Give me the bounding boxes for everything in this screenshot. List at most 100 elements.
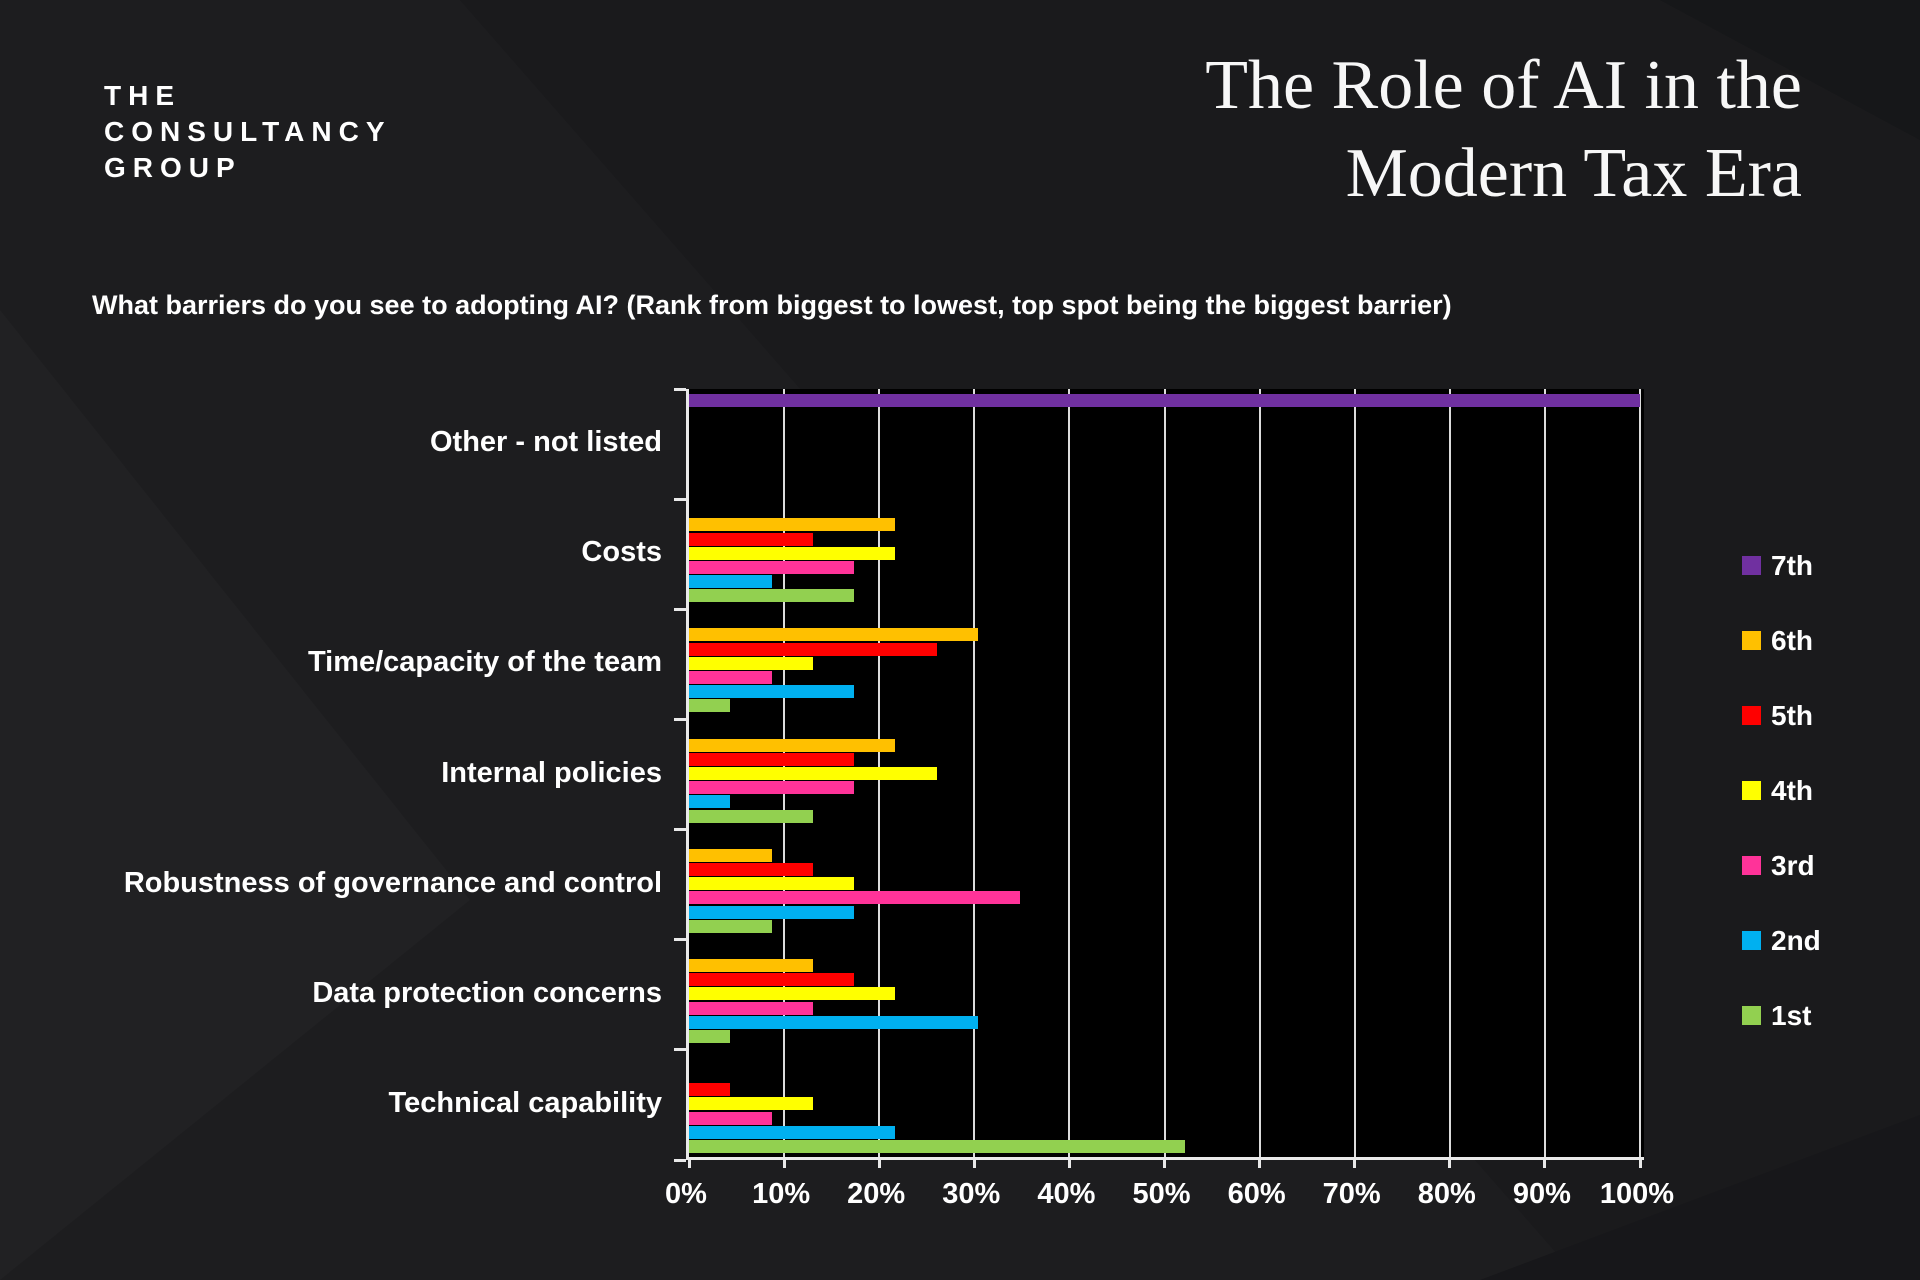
- brand-logo-line-1: THE: [104, 80, 181, 111]
- chart-plot-area: [674, 387, 1644, 1168]
- bar-3rd-category-6: [689, 1001, 813, 1015]
- gridline-90%: [1543, 389, 1546, 1157]
- y-axis-tick: [674, 717, 686, 721]
- x-axis-tick: [1448, 1160, 1452, 1168]
- x-axis-tick: [1638, 1160, 1642, 1168]
- category-label: Time/capacity of the team: [307, 646, 662, 679]
- bar-5th-category-4: [689, 752, 855, 766]
- category-label: Other - not listed: [430, 426, 662, 459]
- x-axis-tick: [1353, 1160, 1357, 1168]
- legend-label-6th: 6th: [1771, 625, 1813, 656]
- bar-6th-category-3: [689, 628, 979, 642]
- y-axis-tick: [674, 1048, 686, 1052]
- bar-2nd-category-4: [689, 795, 730, 809]
- x-axis-tick: [687, 1160, 691, 1168]
- x-axis-tick: [1258, 1160, 1262, 1168]
- slide-title: The Role of AI in the Modern Tax Era: [1205, 42, 1802, 218]
- bar-3rd-category-3: [689, 671, 772, 685]
- y-axis-tick: [674, 1158, 686, 1162]
- bar-2nd-category-3: [689, 685, 855, 699]
- bar-6th-category-5: [689, 848, 772, 862]
- legend-swatch-2nd: [1742, 931, 1761, 950]
- bar-4th-category-3: [689, 656, 813, 670]
- gridline-30%: [973, 389, 976, 1157]
- legend-label-2nd: 2nd: [1771, 925, 1821, 956]
- chart-question: What barriers do you see to adopting AI?…: [92, 290, 1452, 320]
- bar-5th-category-2: [689, 532, 813, 546]
- x-axis-tick: [972, 1160, 976, 1168]
- category-label: Internal policies: [441, 756, 662, 789]
- y-axis-tick: [674, 828, 686, 832]
- gridline-70%: [1353, 389, 1356, 1157]
- bar-2nd-category-6: [689, 1015, 979, 1029]
- bar-7th-category-1: [689, 394, 1640, 407]
- x-axis-label: 0%: [665, 1178, 707, 1210]
- x-axis-tick: [782, 1160, 786, 1168]
- legend-item-2nd: 2nd: [1742, 925, 1821, 956]
- y-axis-tick: [674, 497, 686, 501]
- x-axis-label: 10%: [752, 1178, 811, 1210]
- bar-5th-category-6: [689, 973, 855, 987]
- x-axis-tick: [1163, 1160, 1166, 1168]
- legend-item-6th: 6th: [1742, 625, 1821, 656]
- bar-4th-category-7: [689, 1097, 813, 1111]
- bar-1st-category-7: [689, 1140, 1186, 1154]
- legend-swatch-4th: [1742, 781, 1761, 800]
- legend-label-1st: 1st: [1771, 1000, 1812, 1031]
- x-axis-label: 20%: [847, 1178, 906, 1210]
- bar-4th-category-6: [689, 987, 896, 1001]
- bar-2nd-category-5: [689, 905, 855, 919]
- chart-legend: 7th 6th 5th 4th 3rd 2nd 1st: [1742, 550, 1821, 1031]
- gridline-60%: [1258, 389, 1261, 1157]
- brand-logo-line-2: CONSULTANCY: [104, 116, 392, 147]
- legend-item-4th: 4th: [1742, 775, 1821, 806]
- x-axis-label: 60%: [1227, 1178, 1286, 1210]
- bar-1st-category-3: [689, 699, 730, 713]
- legend-swatch-6th: [1742, 631, 1761, 650]
- legend-label-3rd: 3rd: [1771, 850, 1815, 881]
- bar-5th-category-5: [689, 862, 813, 876]
- x-axis-label: 90%: [1512, 1178, 1571, 1210]
- brand-logo: THE CONSULTANCY GROUP: [104, 78, 392, 186]
- legend-label-7th: 7th: [1771, 550, 1813, 581]
- bar-4th-category-2: [689, 546, 896, 560]
- bar-4th-category-4: [689, 767, 938, 781]
- x-axis-label: 100%: [1599, 1178, 1675, 1210]
- bar-5th-category-7: [689, 1083, 730, 1097]
- y-axis-tick: [674, 607, 686, 611]
- bar-1st-category-6: [689, 1029, 730, 1043]
- slide-title-line-2: Modern Tax Era: [1345, 135, 1802, 212]
- legend-label-5th: 5th: [1771, 700, 1813, 731]
- category-label: Data protection concerns: [312, 976, 662, 1009]
- y-axis-tick: [674, 938, 686, 942]
- bar-2nd-category-2: [689, 575, 772, 589]
- gridline-80%: [1448, 389, 1451, 1157]
- bar-5th-category-3: [689, 642, 938, 656]
- bar-6th-category-2: [689, 518, 896, 532]
- y-axis-tick: [674, 387, 686, 391]
- bar-6th-category-4: [689, 738, 896, 752]
- bar-4th-category-5: [689, 877, 855, 891]
- bar-3rd-category-4: [689, 781, 855, 795]
- gridline-100%: [1639, 389, 1641, 1157]
- x-axis-label: 80%: [1417, 1178, 1476, 1210]
- brand-logo-line-3: GROUP: [104, 152, 242, 183]
- legend-label-4th: 4th: [1771, 775, 1813, 806]
- x-axis-label: 50%: [1132, 1178, 1191, 1210]
- x-axis-tick: [877, 1160, 881, 1168]
- x-axis-label: 70%: [1322, 1178, 1381, 1210]
- x-axis-tick: [1067, 1160, 1071, 1168]
- legend-swatch-1st: [1742, 1006, 1761, 1025]
- legend-swatch-5th: [1742, 706, 1761, 725]
- bar-3rd-category-2: [689, 560, 855, 574]
- x-axis-label: 40%: [1037, 1178, 1096, 1210]
- category-label: Costs: [581, 536, 662, 569]
- bar-2nd-category-7: [689, 1125, 896, 1139]
- bar-3rd-category-7: [689, 1111, 772, 1125]
- bar-6th-category-6: [689, 958, 813, 972]
- legend-swatch-7th: [1742, 556, 1761, 575]
- x-axis-labels: 0% 10% 20% 30% 40% 50% 60% 70% 80% 90% 100%: [665, 1178, 1686, 1218]
- x-axis-tick: [1543, 1160, 1547, 1168]
- slide-title-line-1: The Role of AI in the: [1205, 47, 1802, 124]
